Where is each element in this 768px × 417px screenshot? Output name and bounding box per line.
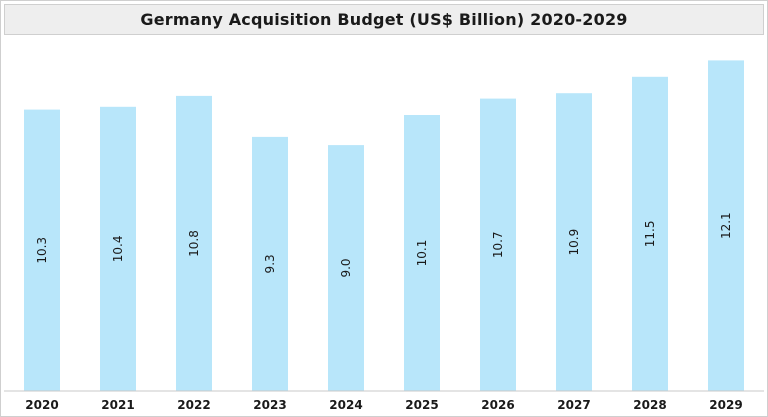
value-label-2025: 10.1	[415, 240, 429, 267]
x-tick-label-2022: 2022	[177, 398, 210, 412]
value-label-2029: 12.1	[719, 212, 733, 239]
x-tick-label-2020: 2020	[25, 398, 58, 412]
value-label-2028: 11.5	[643, 221, 657, 248]
bar-2029	[708, 60, 744, 392]
x-tick-label-2029: 2029	[709, 398, 742, 412]
value-label-2024: 9.0	[339, 258, 353, 277]
bar-2023	[252, 136, 288, 391]
x-tick-label-2028: 2028	[633, 398, 666, 412]
chart-title-bar: Germany Acquisition Budget (US$ Billion)…	[4, 4, 764, 35]
x-tick-label-2021: 2021	[101, 398, 134, 412]
value-label-group: 10.3 10.4 10.8 9.3 9.0 10.1 10.7 10.9 11.5 12.1	[35, 212, 733, 277]
bar-2026	[480, 98, 516, 391]
x-tick-label-2023: 2023	[253, 398, 286, 412]
bar-2020	[24, 109, 60, 391]
value-label-2027: 10.9	[567, 229, 581, 256]
x-tick-label-2027: 2027	[557, 398, 590, 412]
x-tick-label-group: 2020 2021 2022 2023 2024 2025 2026 2027 2028 2029	[25, 398, 742, 412]
value-label-2021: 10.4	[111, 236, 125, 263]
value-label-2023: 9.3	[263, 254, 277, 273]
x-tick-label-2026: 2026	[481, 398, 514, 412]
bar-2027	[556, 93, 592, 391]
bar-2021	[100, 106, 136, 392]
bar-2024	[328, 145, 364, 391]
chart-title: Germany Acquisition Budget (US$ Billion)…	[140, 10, 628, 29]
value-label-2020: 10.3	[35, 237, 49, 264]
bar-2028	[632, 76, 668, 392]
bar-group	[24, 60, 744, 392]
value-label-2026: 10.7	[491, 231, 505, 258]
bar-2025	[404, 115, 440, 391]
x-tick-label-2024: 2024	[329, 398, 362, 412]
value-label-2022: 10.8	[187, 230, 201, 257]
bar-2022	[176, 95, 212, 392]
x-tick-label-2025: 2025	[405, 398, 438, 412]
